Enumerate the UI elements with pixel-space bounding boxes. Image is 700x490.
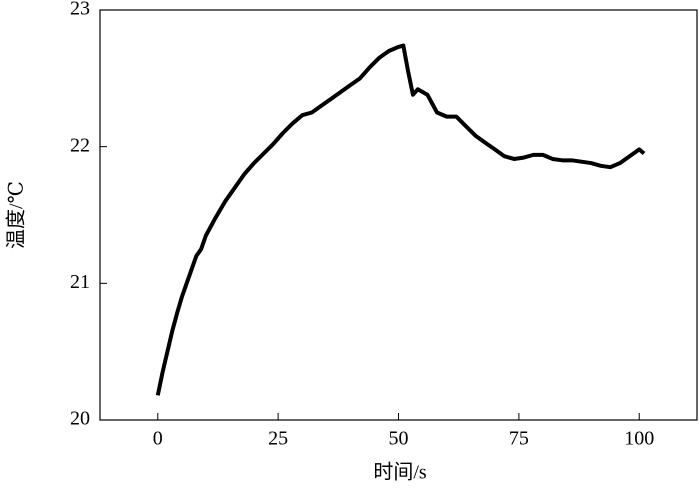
x-tick-label: 75 [509, 428, 529, 450]
x-tick-label: 50 [389, 428, 409, 450]
y-tick-label: 21 [70, 271, 90, 293]
x-tick-label: 0 [153, 428, 163, 450]
y-tick-label: 23 [70, 0, 90, 20]
x-tick-label: 100 [624, 428, 654, 450]
data-line [155, 43, 646, 396]
x-tick-label: 25 [268, 428, 288, 450]
x-axis-label: 时间/s [373, 461, 427, 484]
plot-frame [99, 9, 698, 421]
y-tick-label: 20 [70, 408, 90, 430]
y-axis-label: 温度/℃ [5, 181, 28, 249]
y-tick-label: 22 [70, 134, 90, 156]
